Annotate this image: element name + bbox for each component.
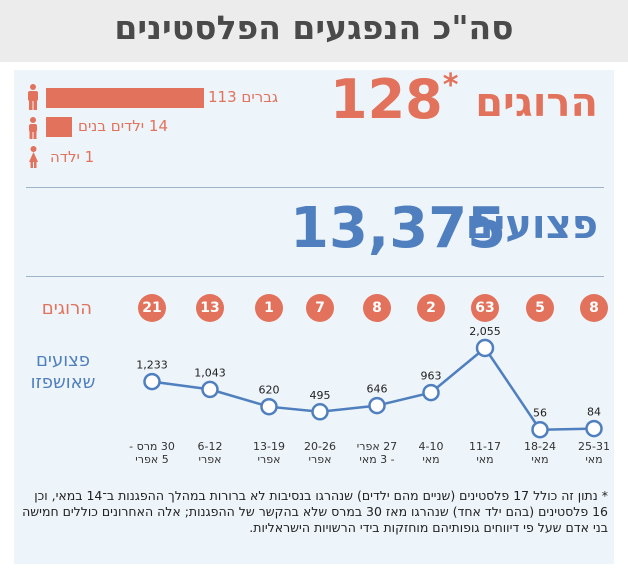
boys-value-label: 14 ילדים בנים (78, 117, 168, 135)
girls-label: ילדה (50, 148, 80, 166)
injured-total: 13,375 (290, 196, 507, 261)
man-icon (28, 84, 38, 110)
boys-value: 14 (148, 117, 169, 135)
divider-bottom (26, 276, 604, 277)
data-label: 620 (259, 384, 280, 397)
hospitalized-label-line1: פצועים (35, 350, 91, 371)
killed-week-circle: 1 (255, 294, 283, 322)
girl-icon (29, 146, 38, 168)
killed-week-circle: 13 (196, 294, 224, 322)
data-label: 56 (533, 407, 547, 420)
footnote: * נתון זה כולל 17 פלסטינים (שניים מהם יל… (22, 488, 608, 535)
data-point (260, 397, 278, 416)
men-value-label: גברים 113 (208, 88, 278, 106)
week-tick-label: 27 אפרי - 3 מאי (356, 440, 398, 466)
boys-label: ילדים בנים (78, 117, 145, 135)
killed-week-circle: 63 (471, 294, 499, 322)
killed-week-circle: 21 (138, 294, 166, 322)
data-label: 646 (367, 383, 388, 396)
boys-bar (46, 117, 72, 137)
week-tick-label: 25-31 מאי (578, 440, 610, 466)
week-tick-label: 30 מרס -5 אפרי (129, 440, 175, 466)
data-point (143, 372, 161, 391)
girls-value-label: 1 ילדה (50, 148, 94, 166)
killed-week-circle: 8 (363, 294, 391, 322)
page-title: סה"כ הנפגעים הפלסטינים (114, 8, 514, 47)
divider-top (26, 187, 604, 188)
data-point (368, 396, 386, 415)
title-bar: סה"כ הנפגעים הפלסטינים (0, 0, 628, 62)
data-point (475, 338, 495, 358)
killed-label: הרוגים (475, 80, 598, 126)
injured-label: פצועים (465, 202, 598, 248)
killed-row-label: הרוגים (41, 298, 92, 319)
data-point (311, 403, 329, 421)
week-tick-label: 4-10 מאי (418, 440, 444, 466)
killed-week-circle: 8 (580, 294, 608, 322)
hospitalized-label-line2: שאושפזו (30, 372, 96, 393)
killed-total-value: 128 (330, 68, 443, 131)
data-point (422, 383, 440, 402)
killed-week-circle: 5 (526, 294, 554, 322)
data-point (531, 420, 549, 439)
data-label: 1,043 (194, 366, 226, 379)
week-tick-label: 6-12 אפרי (197, 440, 223, 466)
data-label: 2,055 (469, 325, 501, 338)
hospitalized-row-label: פצועים שאושפזו (18, 350, 108, 394)
week-tick-label: 13-19 אפרי (253, 440, 285, 466)
week-tick-label: 18-24 מאי (524, 440, 556, 466)
killed-week-circle: 2 (417, 294, 445, 322)
men-bar (46, 88, 204, 108)
girls-value: 1 (84, 148, 95, 166)
men-label: גברים (241, 88, 279, 106)
data-label: 963 (421, 370, 442, 383)
week-tick-label: 20-26 אפרי (304, 440, 336, 466)
men-value: 113 (208, 88, 237, 106)
data-label: 495 (310, 389, 331, 402)
killed-asterisk: * (442, 68, 459, 103)
week-tick-label: 11-17 מאי (469, 440, 501, 466)
boy-icon (29, 117, 37, 139)
data-label: 84 (587, 406, 601, 419)
data-label: 1,233 (136, 359, 168, 372)
killed-total: 128* (330, 68, 458, 131)
killed-week-circle: 7 (306, 294, 334, 322)
data-point (201, 380, 219, 399)
data-point (585, 419, 603, 438)
